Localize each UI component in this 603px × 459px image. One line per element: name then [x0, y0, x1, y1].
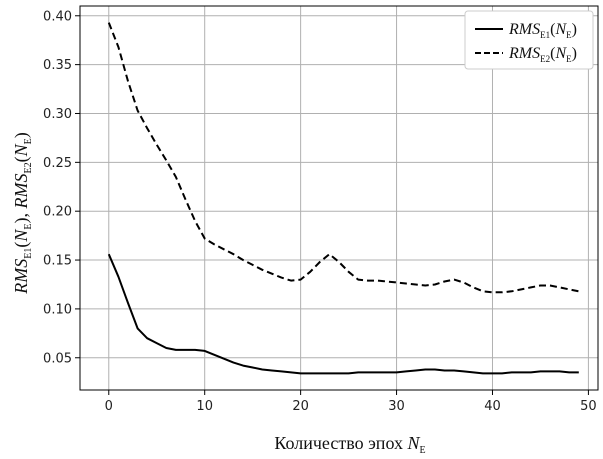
plot-frame [79, 5, 599, 391]
y-tick-label: 0.40 [43, 9, 72, 24]
x-tick-label: 0 [105, 399, 113, 414]
series-layer [107, 22, 579, 375]
y-axis-title: RMSE1(NE), RMSE2(NE) [11, 132, 34, 294]
y-tick-label: 0.05 [43, 351, 72, 366]
x-tick-label: 40 [484, 399, 501, 414]
x-tick-label: 10 [196, 399, 213, 414]
series-1-line [107, 253, 579, 375]
x-axis-ticks: 0 10 20 30 40 50 [105, 390, 597, 414]
x-tick-label: 50 [580, 399, 597, 414]
y-tick-label: 0.15 [43, 254, 72, 269]
x-tick-label: 30 [388, 399, 405, 414]
legend-label-2: RMSE2(NE) [508, 45, 577, 64]
y-axis-ticks: 0.05 0.10 0.15 0.20 0.25 0.30 0.35 0.40 [43, 9, 80, 366]
legend-box [464, 10, 594, 70]
y-tick-label: 0.30 [43, 107, 72, 122]
y-tick-label: 0.20 [43, 205, 72, 220]
x-tick-label: 20 [292, 399, 309, 414]
y-tick-label: 0.25 [43, 156, 72, 171]
y-tick-label: 0.35 [43, 58, 72, 73]
x-axis-title: Количество эпох NE [274, 433, 425, 456]
legend: RMSE1(NE) RMSE2(NE) [464, 10, 594, 70]
series-2-line [107, 22, 579, 294]
y-tick-label: 0.10 [43, 302, 72, 317]
legend-label-1: RMSE1(NE) [508, 21, 577, 40]
